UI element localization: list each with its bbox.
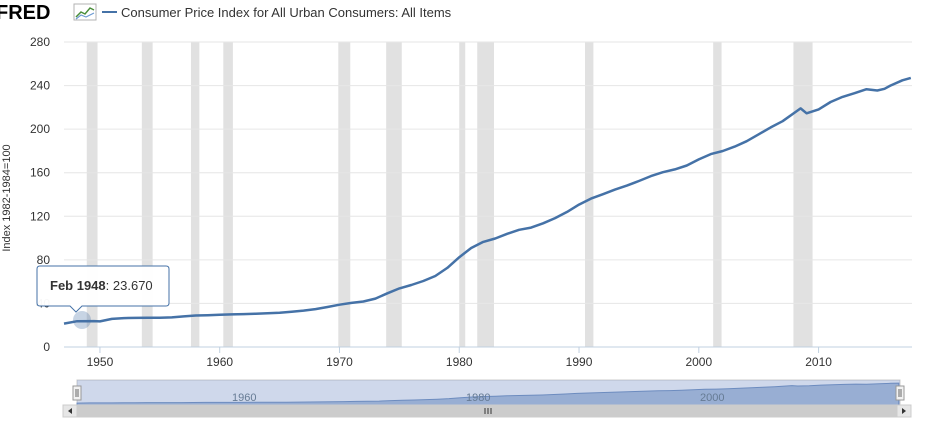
scroll-right-icon[interactable]	[896, 404, 912, 418]
recession-band-9	[713, 42, 722, 347]
x-tick-label-1980: 1980	[446, 355, 473, 369]
tooltip-text: Feb 1948: 23.670	[50, 278, 153, 293]
scroll-grip-icon	[484, 408, 492, 414]
y-tick-label-160: 160	[30, 166, 50, 180]
navigator-label-2000: 2000	[700, 392, 724, 404]
navigator-series-area	[76, 382, 900, 406]
y-tick-label-280: 280	[30, 35, 50, 49]
tooltip: Feb 1948: 23.670	[36, 265, 170, 329]
y-tick-label-80: 80	[37, 253, 51, 267]
y-tick-label-0: 0	[43, 340, 50, 354]
series-layer	[63, 76, 912, 325]
recession-bands	[86, 42, 813, 347]
tooltip-box	[36, 265, 170, 313]
y-tick-label-200: 200	[30, 122, 50, 136]
fred-logo[interactable]: FRED	[0, 2, 97, 24]
recession-band-4	[338, 42, 351, 347]
recession-band-1	[141, 42, 153, 347]
recession-band-7	[477, 42, 494, 347]
scrollbar-thumb[interactable]	[76, 404, 898, 418]
tooltip-separator: :	[106, 278, 113, 293]
gridlines	[64, 41, 912, 304]
x-tick-label-1990: 1990	[566, 355, 593, 369]
recession-band-3	[223, 42, 233, 347]
recession-band-0	[86, 42, 98, 347]
x-axis: 1950 1960 1970 1980 1990 2000 2010	[64, 346, 912, 369]
x-tick-label-1960: 1960	[206, 355, 233, 369]
tooltip-date: Feb 1948	[50, 278, 106, 293]
recession-band-10	[793, 42, 813, 347]
legend-label: Consumer Price Index for All Urban Consu…	[121, 5, 452, 20]
cpi-series-line[interactable]	[63, 76, 912, 325]
recession-band-2	[190, 42, 200, 347]
tooltip-value: 23.670	[113, 278, 153, 293]
scroll-left-icon[interactable]	[62, 404, 78, 418]
x-tick-label-1970: 1970	[326, 355, 353, 369]
fred-chart-logo-icon	[73, 3, 97, 21]
hover-point-halo	[73, 311, 91, 329]
navigator-handle-right[interactable]	[895, 385, 905, 401]
navigator-handle-left[interactable]	[72, 385, 82, 401]
y-tick-label-240: 240	[30, 79, 50, 93]
fred-logo-text: FRED	[0, 2, 50, 24]
recession-band-5	[386, 42, 402, 347]
legend[interactable]: Consumer Price Index for All Urban Consu…	[102, 5, 452, 20]
y-axis-title: Index 1982-1984=100	[1, 144, 13, 251]
y-tick-label-120: 120	[30, 209, 50, 223]
recession-band-8	[585, 42, 594, 347]
x-tick-label-1950: 1950	[87, 355, 114, 369]
x-tick-label-2010: 2010	[805, 355, 832, 369]
x-tick-label-2000: 2000	[685, 355, 712, 369]
recession-band-6	[459, 42, 466, 347]
navigator-label-1980: 1980	[466, 392, 490, 404]
scrollbar[interactable]	[62, 404, 912, 418]
navigator-selection[interactable]	[77, 380, 900, 405]
navigator[interactable]: 1960 1980 2000	[72, 379, 905, 406]
navigator-label-1960: 1960	[232, 392, 256, 404]
